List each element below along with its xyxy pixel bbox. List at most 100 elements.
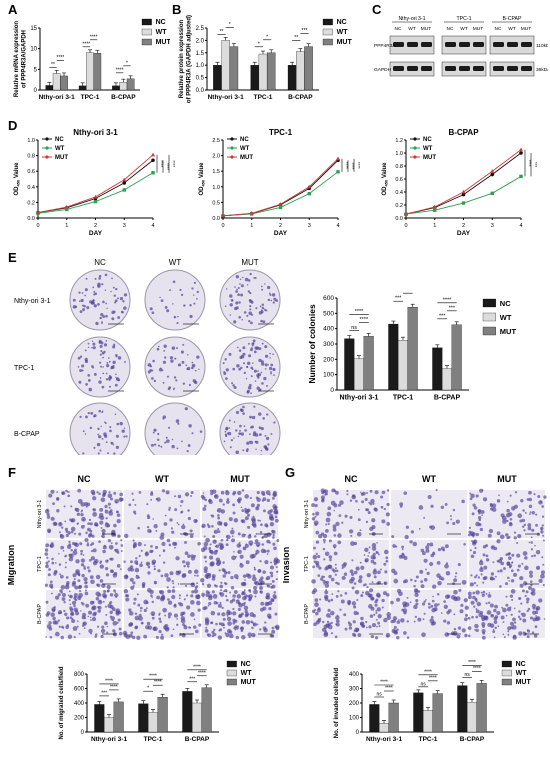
colony-dot <box>105 441 108 444</box>
colony-dot <box>92 342 96 346</box>
cell-dot <box>210 610 216 616</box>
cell-dot <box>237 551 240 554</box>
cell-dot <box>415 575 419 579</box>
cell-dot <box>259 531 263 534</box>
colony-dot <box>92 286 95 289</box>
cell-dot <box>341 521 344 524</box>
colony-dot <box>84 288 88 292</box>
y-tick-label: 0.5 <box>196 76 205 82</box>
colony-dot <box>157 438 160 441</box>
cell-dot <box>440 612 443 614</box>
cell-dot <box>344 627 348 631</box>
colony-dot <box>176 347 178 350</box>
colony-dot <box>264 283 266 285</box>
cell-dot <box>501 606 504 609</box>
cell-dot <box>162 607 167 613</box>
cell-dot <box>540 530 544 534</box>
data-point-nc <box>461 192 466 197</box>
colony-dot <box>233 320 237 324</box>
cell-dot <box>99 507 104 512</box>
colony-dot <box>249 272 252 276</box>
cell-dot <box>84 591 89 596</box>
colony-dot <box>266 285 271 290</box>
bar-mut <box>126 78 135 91</box>
bar-wt <box>86 52 94 91</box>
cell-dot <box>261 499 265 502</box>
y-tick-label: 400 <box>349 672 360 678</box>
colony-dot <box>97 427 100 431</box>
blot-cell-label: Nthy-ori 3-1 <box>398 16 425 22</box>
cell-dot <box>206 583 212 588</box>
data-point-mut <box>93 194 98 199</box>
colony-dot <box>256 373 260 378</box>
legend-label-nc: NC <box>240 137 249 143</box>
cell-dot <box>337 590 340 593</box>
cell-dot <box>220 581 223 584</box>
colony-dot <box>243 362 246 365</box>
cell-dot <box>105 522 108 525</box>
cell-dot <box>71 600 77 605</box>
cell-dot <box>48 627 53 631</box>
colony-dot <box>93 293 96 296</box>
colony-dot <box>97 282 101 287</box>
cell-dot <box>230 529 235 535</box>
cell-dot <box>393 578 399 584</box>
cell-dot <box>423 600 426 603</box>
cell-dot <box>134 560 139 564</box>
cell-dot <box>486 610 492 615</box>
cell-dot <box>263 628 268 633</box>
cell-dot <box>161 489 166 493</box>
cell-dot <box>218 569 221 572</box>
cell-dot <box>106 589 110 593</box>
cell-dot <box>204 504 207 508</box>
blot-row-label-ppp4r3a: PPP4R3A <box>374 43 396 49</box>
cell-dot <box>351 559 354 562</box>
cell-dot <box>519 583 524 588</box>
cell-dot <box>350 534 353 537</box>
colony-dot <box>82 308 86 312</box>
cell-dot <box>452 508 456 512</box>
cell-dot <box>213 600 218 605</box>
cell-dot <box>232 618 236 623</box>
cell-dot <box>540 573 545 579</box>
cell-dot <box>132 581 136 585</box>
cell-dot <box>159 620 162 623</box>
cell-dot <box>230 538 236 543</box>
x-category-label: B-CPAP <box>460 736 485 743</box>
cell-dot <box>542 584 545 587</box>
cell-dot <box>490 613 495 618</box>
colony-dot <box>117 316 121 319</box>
series-line-nc <box>37 159 154 213</box>
cell-dot <box>540 570 546 575</box>
cell-dot <box>158 612 161 615</box>
cell-dot <box>172 628 175 631</box>
cell-dot <box>81 573 85 578</box>
bar-nc <box>138 703 149 733</box>
cell-dot <box>490 572 495 576</box>
cell-dot <box>489 502 493 506</box>
cell-dot <box>328 555 333 559</box>
colony-dot <box>90 411 94 415</box>
colony-dot <box>160 299 164 303</box>
colony-dot <box>251 368 254 370</box>
cell-dot <box>501 515 507 521</box>
cell-dot <box>51 557 54 561</box>
cell-dot <box>330 632 334 635</box>
cell-dot <box>505 595 508 598</box>
colony-dot <box>123 435 126 438</box>
cell-dot <box>128 503 132 507</box>
legend-swatch-wt <box>322 28 333 36</box>
cell-dot <box>519 519 523 523</box>
cell-dot <box>335 569 339 573</box>
cell-dot <box>472 591 476 595</box>
cell-dot <box>499 569 503 573</box>
colony-dot <box>253 369 257 373</box>
cell-dot <box>367 555 370 557</box>
cell-dot <box>113 491 117 495</box>
cell-dot <box>430 504 434 508</box>
cell-dot <box>487 533 492 538</box>
cell-dot <box>105 613 108 616</box>
colony-dot <box>119 297 124 301</box>
cell-dot <box>528 541 531 544</box>
